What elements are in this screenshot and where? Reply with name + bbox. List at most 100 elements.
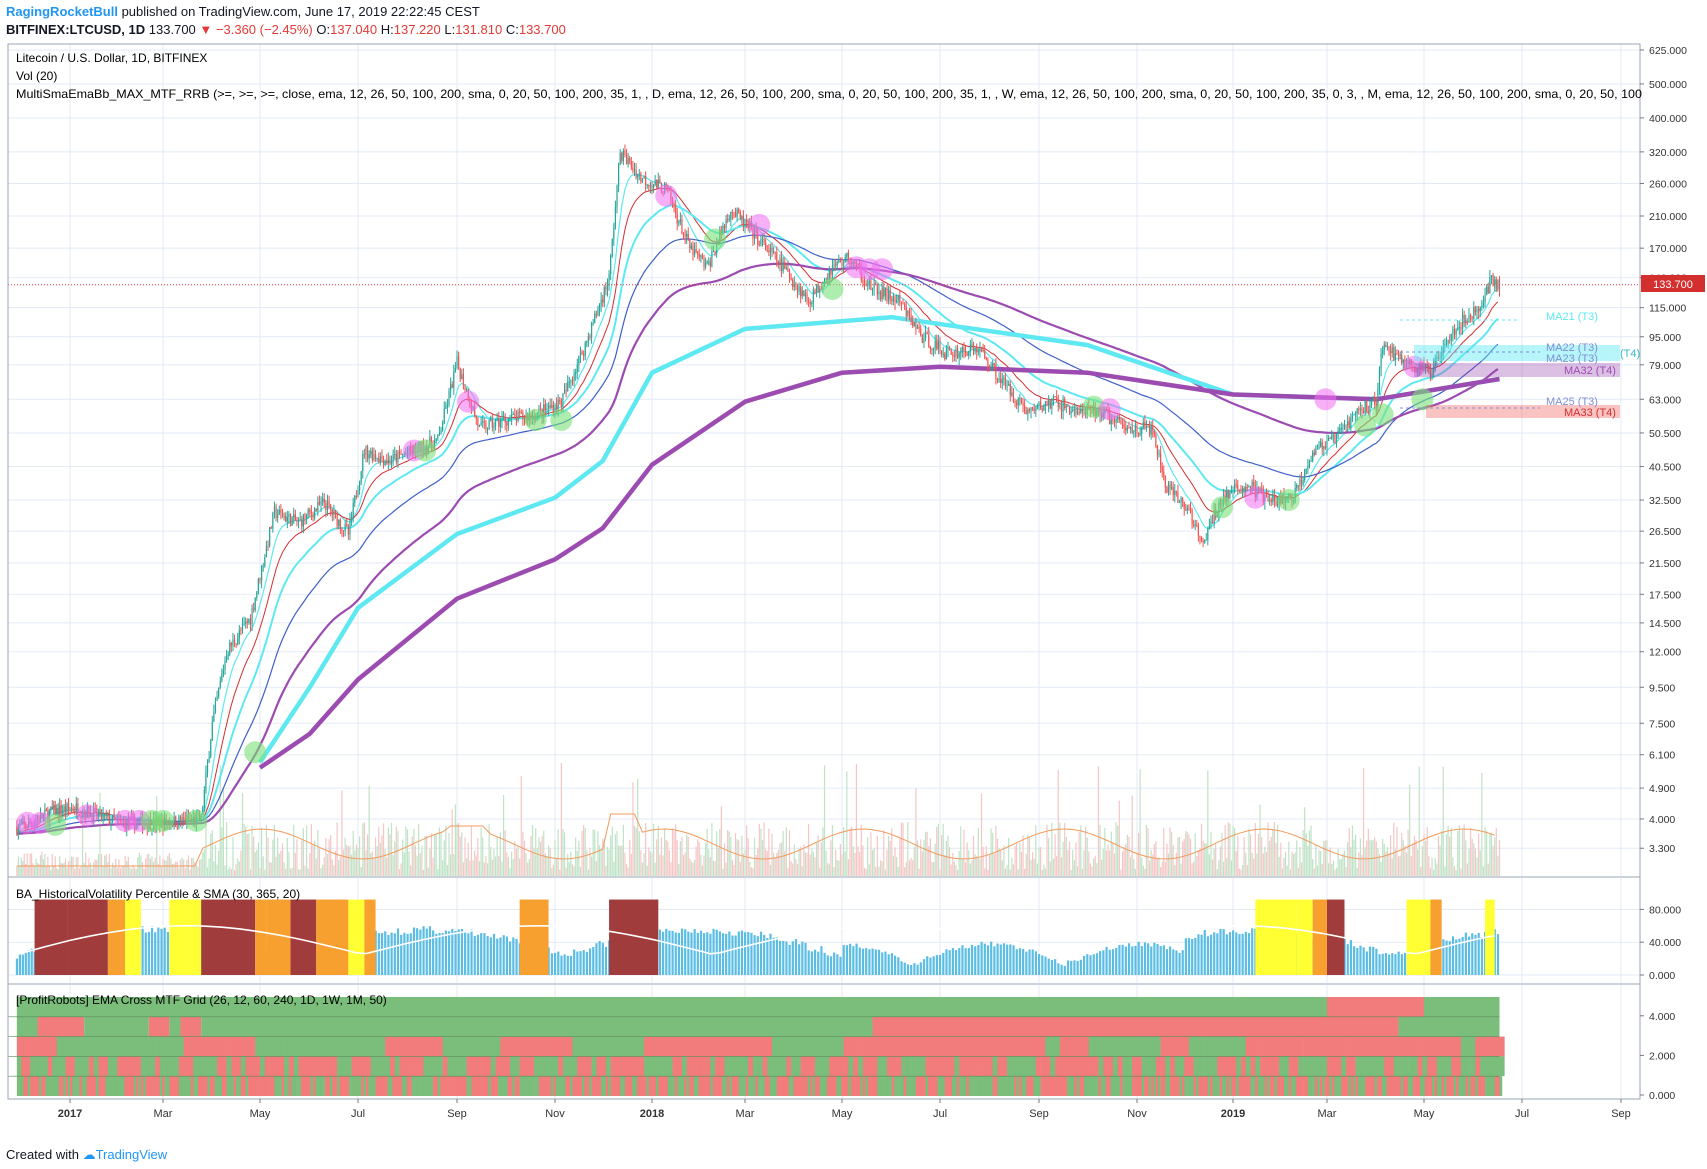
volume-bar [1473, 843, 1475, 876]
mtf-grid-cell [88, 1056, 94, 1077]
volume-bar [96, 859, 98, 876]
mtf-grid-cell [639, 1076, 642, 1096]
author-link[interactable]: RagingRocketBull [6, 4, 118, 19]
mtf-grid-cell [1327, 1056, 1333, 1077]
mtf-grid-cell [148, 1016, 170, 1037]
mtf-grid-cell [155, 1036, 170, 1057]
mtf-grid-cell [418, 1056, 424, 1077]
mtf-grid-cell [1193, 1056, 1199, 1077]
volume-bar [342, 849, 345, 876]
volume-bar [1468, 848, 1470, 876]
time-tick-label: Jul [1515, 1108, 1529, 1120]
tradingview-brand[interactable]: TradingView [95, 1147, 168, 1162]
mtf-grid-cell [586, 1076, 590, 1096]
time-tick-label: May [832, 1108, 853, 1120]
volume-bar [722, 868, 724, 876]
candle-body [996, 378, 999, 381]
candle-body [831, 265, 834, 275]
hv-percentile-band [609, 899, 659, 975]
mtf-grid-cell [197, 1036, 213, 1057]
mtf-grid-cell [1264, 1056, 1270, 1077]
candle-body [499, 421, 501, 427]
candle-body [879, 291, 882, 300]
candle-body [1468, 315, 1470, 323]
price-tag-text: 133.700 [1653, 279, 1693, 291]
volume-bar [753, 837, 756, 876]
hv-percentile-band [201, 899, 256, 975]
volume-bar [302, 828, 304, 876]
volume-bar [1105, 850, 1108, 876]
mtf-grid-cell [169, 1036, 184, 1057]
time-tick-label: Jul [933, 1108, 947, 1120]
mtf-grid-cell [677, 1076, 680, 1096]
candle-body [958, 353, 960, 358]
candle-body [272, 512, 274, 529]
mtf-grid-cell [848, 1056, 854, 1077]
volume-bar [1208, 854, 1210, 876]
mtf-grid-cell [653, 1076, 657, 1096]
price-tick-label: 21.500 [1649, 558, 1681, 570]
volume-bar [1326, 839, 1328, 876]
volume-bar [346, 844, 348, 876]
candle-body [1356, 408, 1358, 413]
volume-bar [422, 869, 425, 876]
hv-bar [990, 941, 993, 975]
mtf-grid-cell [375, 1076, 379, 1096]
candle-body [1008, 383, 1010, 386]
candle-body [619, 152, 621, 165]
candle-body [1471, 318, 1473, 320]
mtf-grid-cell [674, 1076, 678, 1096]
volume-bar [1180, 864, 1182, 876]
candle-body [731, 211, 733, 213]
hv-bar [582, 950, 585, 975]
candle-body [692, 245, 694, 256]
volume-bar [1150, 849, 1152, 876]
hv-bar [1111, 949, 1115, 975]
ma25-label: MA25 (T3) [1546, 396, 1598, 408]
candle-body [1117, 417, 1119, 420]
candle-body [765, 242, 767, 251]
volume-bar [1009, 869, 1011, 876]
volume-bar [662, 855, 664, 876]
candle-body [884, 288, 886, 297]
mtf-grid-cell [667, 1076, 671, 1096]
mtf-grid-cell [601, 1056, 607, 1077]
hv-bar [677, 932, 680, 975]
mtf-grid-cell [882, 1076, 885, 1096]
volume-bar [148, 853, 150, 876]
volume-bar [1109, 850, 1111, 876]
volume-bar [1158, 857, 1160, 876]
mtf-grid-cell [186, 1076, 189, 1096]
bull-cross-marker [1371, 403, 1394, 426]
candle-body [1332, 435, 1334, 436]
mtf-grid-cell [1117, 1036, 1133, 1057]
candle-body [1155, 434, 1157, 447]
volume-bar [1064, 822, 1066, 876]
volume-bar [162, 858, 164, 876]
hv-bar [932, 956, 935, 975]
candle-body [936, 340, 938, 350]
hv-bar [563, 954, 566, 975]
volume-bar [1129, 856, 1132, 876]
candle-body [1465, 320, 1467, 324]
candle-body [363, 454, 365, 456]
mtf-grid-cell [1137, 1056, 1143, 1077]
mtf-grid-cell [1132, 1056, 1138, 1077]
candle-body [1489, 277, 1491, 294]
volume-bar [1463, 824, 1465, 876]
candle-body [1324, 446, 1327, 448]
candle-body [183, 817, 185, 820]
candle-body [1180, 497, 1182, 502]
mtf-grid-cell [1226, 1076, 1230, 1096]
mtf-grid-cell [507, 1076, 511, 1096]
candle-body [598, 305, 601, 310]
hv-bar [671, 930, 674, 975]
volume-bar [1083, 850, 1085, 876]
candle-body [67, 803, 70, 809]
hv-bar [922, 959, 926, 975]
volume-bar [698, 841, 700, 876]
volume-bar [411, 836, 413, 876]
mtf-grid-cell [260, 1076, 263, 1096]
hv-bar [1197, 934, 1200, 975]
